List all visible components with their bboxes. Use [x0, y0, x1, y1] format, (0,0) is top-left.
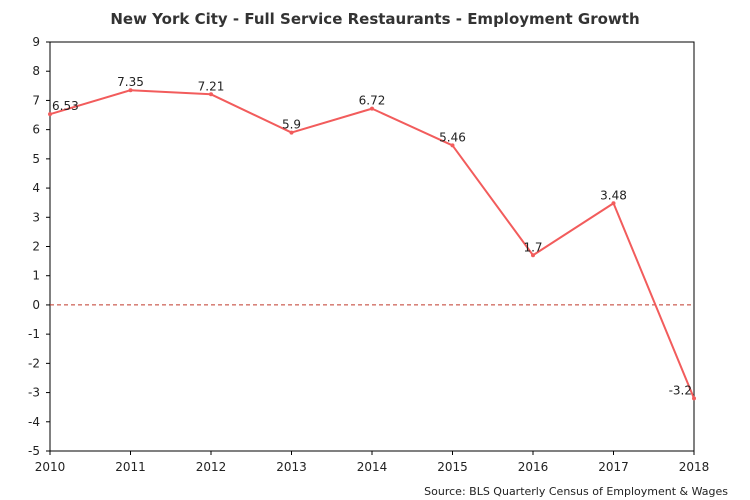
- y-tick-label: -2: [28, 356, 40, 370]
- data-label: 6.53: [52, 99, 79, 113]
- data-point: [289, 130, 294, 135]
- data-label: 5.9: [282, 118, 301, 132]
- y-tick-label: 3: [32, 210, 40, 224]
- y-tick-label: 9: [32, 35, 40, 49]
- y-tick-label: 6: [32, 123, 40, 137]
- y-tick-label: -5: [28, 444, 40, 458]
- data-labels: 6.53 7.35 7.21 5.9 6.72 5.46 1.7 3.48 -3.2: [48, 75, 696, 401]
- data-label: 7.21: [198, 79, 225, 93]
- y-tick-label: -3: [28, 386, 40, 400]
- data-point: [128, 88, 133, 93]
- data-point: [531, 253, 535, 258]
- data-label: 6.72: [359, 94, 386, 108]
- data-point: [370, 106, 374, 111]
- x-tick-label: 2017: [598, 460, 629, 474]
- data-label: 7.35: [117, 75, 144, 89]
- x-tick-label: 2016: [518, 460, 549, 474]
- data-label: 5.46: [439, 130, 466, 144]
- y-tick-label: 7: [32, 93, 40, 107]
- chart-title: New York City - Full Service Restaurants…: [110, 10, 639, 28]
- x-tick-label: 2011: [115, 460, 146, 474]
- data-point: [48, 112, 52, 117]
- x-tick-label: 2013: [276, 460, 307, 474]
- y-tick-label: 0: [32, 298, 40, 312]
- x-axis: 2010 2011 2012 2013 2014 2015 2016 2017 2018: [35, 451, 710, 474]
- y-axis: -5 -4 -3 -2 -1 0 1 2 3 4 5 6 7 8 9: [28, 35, 50, 458]
- x-tick-label: 2018: [679, 460, 710, 474]
- data-point: [450, 143, 455, 148]
- y-tick-label: 5: [32, 152, 40, 166]
- data-point: [611, 201, 616, 206]
- y-tick-label: 2: [32, 240, 40, 254]
- data-point: [692, 396, 696, 401]
- x-tick-label: 2014: [357, 460, 388, 474]
- data-label: 1.7: [523, 240, 542, 254]
- data-label: -3.2: [669, 383, 692, 397]
- x-tick-label: 2015: [437, 460, 468, 474]
- source-note: Source: BLS Quarterly Census of Employme…: [424, 485, 728, 498]
- y-tick-label: 8: [32, 64, 40, 78]
- y-tick-label: 4: [32, 181, 40, 195]
- y-tick-label: 1: [32, 269, 40, 283]
- y-tick-label: -1: [28, 327, 40, 341]
- data-label: 3.48: [600, 188, 627, 202]
- x-tick-label: 2010: [35, 460, 66, 474]
- data-point: [209, 92, 213, 97]
- y-tick-label: -4: [28, 415, 40, 429]
- x-tick-label: 2012: [196, 460, 227, 474]
